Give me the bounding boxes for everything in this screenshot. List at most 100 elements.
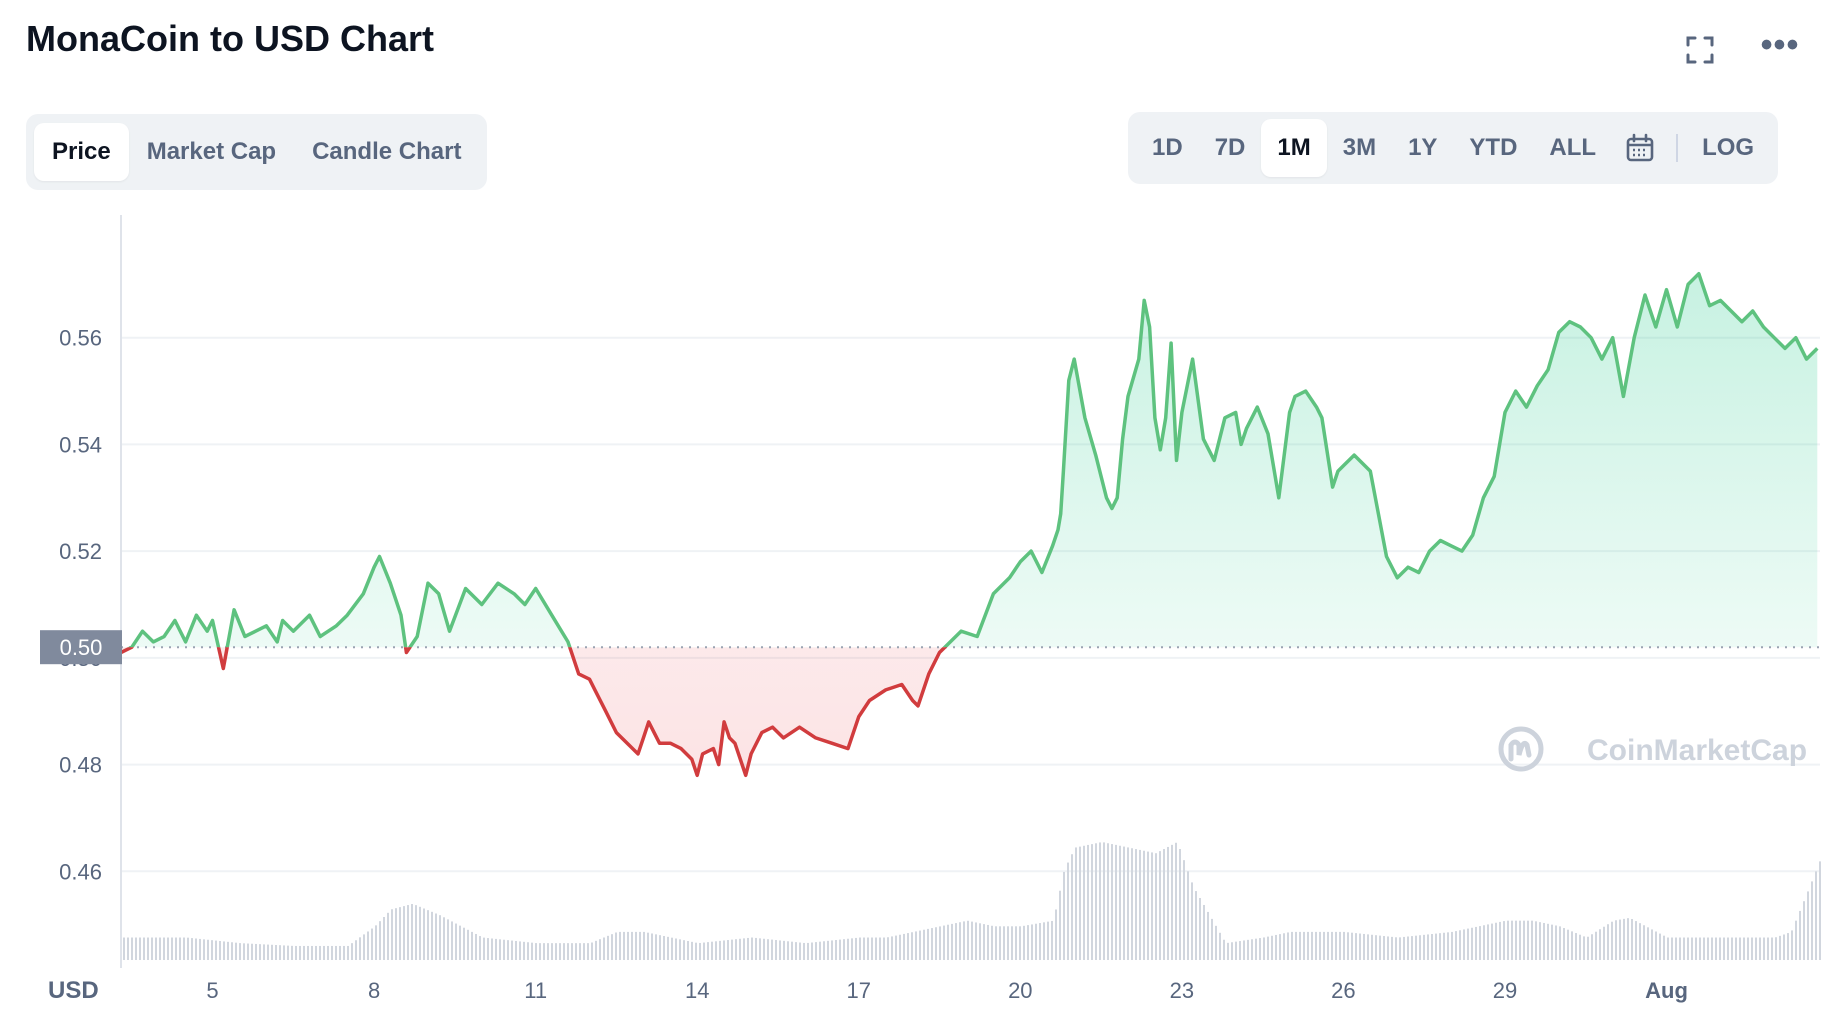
volume-bar [1151,852,1153,960]
volume-bar [871,937,873,960]
volume-bar [1387,936,1389,960]
volume-bar [475,933,477,960]
volume-bar [1211,918,1213,960]
volume-bar [1335,931,1337,960]
volume-bar [235,942,237,960]
volume-bar [1599,929,1601,960]
volume-bar [1811,881,1813,960]
volume-bar [1139,849,1141,960]
volume-bar [467,929,469,960]
volume-bar [1463,929,1465,960]
volume-bar [631,931,633,960]
volume-bar [1819,861,1821,960]
volume-bar [599,939,601,960]
volume-bar [1447,932,1449,960]
volume-bar [1287,932,1289,960]
volume-bar [339,945,341,960]
tab-market-cap[interactable]: Market Cap [146,138,277,165]
volume-bar [867,937,869,960]
volume-bar [351,943,353,960]
tab-range-7d[interactable]: 7D [1214,134,1246,161]
volume-bar [211,940,213,960]
volume-bar [1699,937,1701,960]
volume-bar [503,939,505,960]
volume-bar [1099,842,1101,960]
volume-bar [175,937,177,960]
volume-bar [1075,847,1077,960]
volume-bar [623,931,625,960]
volume-bar [219,941,221,960]
volume-bar [955,923,957,960]
volume-bar [1095,843,1097,960]
volume-bar [159,937,161,960]
price-line [120,271,1819,778]
volume-bar [223,941,225,960]
volume-bar [191,938,193,960]
volume-bar [1087,844,1089,960]
y-tick-label: 0.52 [59,539,102,564]
log-scale-toggle[interactable]: LOG [1702,134,1755,161]
more-icon[interactable]: ••• [1760,26,1800,64]
volume-bar [1783,934,1785,960]
volume-bar [195,938,197,960]
volume-bar [1607,924,1609,960]
volume-bar [695,942,697,960]
volume-bar [1743,937,1745,960]
volume-bar [1375,935,1377,960]
tab-range-1d[interactable]: 1D [1152,134,1183,161]
volume-bar [323,945,325,960]
volume-bars [123,842,1821,960]
volume-bar [847,938,849,960]
volume-bar [619,931,621,960]
volume-bar [563,943,565,960]
volume-bar [1291,931,1293,960]
volume-bar [203,939,205,960]
volume-bar [1047,921,1049,960]
volume-bar [823,941,825,960]
tab-range-1m[interactable]: 1M [1261,119,1327,177]
tab-candle-chart[interactable]: Candle Chart [312,138,462,165]
tab-range-all[interactable]: ALL [1549,134,1597,161]
volume-bar [247,943,249,960]
volume-bar [1731,937,1733,960]
volume-bar [539,943,541,960]
volume-bar [1667,937,1669,960]
volume-bar [371,928,373,960]
calendar-icon[interactable] [1612,119,1668,177]
tab-price[interactable]: Price [34,123,129,181]
volume-bar [131,937,133,960]
volume-bar [711,941,713,960]
volume-bar [1679,937,1681,960]
volume-bar [1571,931,1573,960]
tab-range-3m[interactable]: 3M [1342,134,1377,161]
volume-bar [227,941,229,960]
volume-bar [927,928,929,960]
volume-bar [275,944,277,960]
volume-bar [1643,925,1645,960]
volume-bar [1627,918,1629,960]
fullscreen-icon[interactable] [1680,30,1720,70]
volume-bar [1203,904,1205,960]
page-title: MonaCoin to USD Chart [26,18,434,59]
volume-bar [863,937,865,960]
volume-bar [1739,937,1741,960]
volume-bar [559,943,561,960]
tab-range-1y[interactable]: 1Y [1408,134,1438,161]
volume-bar [919,930,921,960]
volume-bar [579,943,581,960]
volume-bar [1059,890,1061,960]
volume-bar [1359,933,1361,960]
tab-range-ytd[interactable]: YTD [1469,134,1518,161]
volume-bar [1339,931,1341,960]
volume-bar [215,940,217,960]
watermark-text: CoinMarketCap [1587,734,1807,767]
volume-bar [1691,937,1693,960]
volume-bar [635,931,637,960]
volume-bar [459,925,461,960]
volume-bar [1407,936,1409,960]
volume-bar [795,942,797,960]
volume-bar [983,924,985,960]
chart-type-tabs: Price Market Cap Candle Chart [26,114,488,190]
volume-bar [1035,923,1037,960]
volume-bar [1687,937,1689,960]
